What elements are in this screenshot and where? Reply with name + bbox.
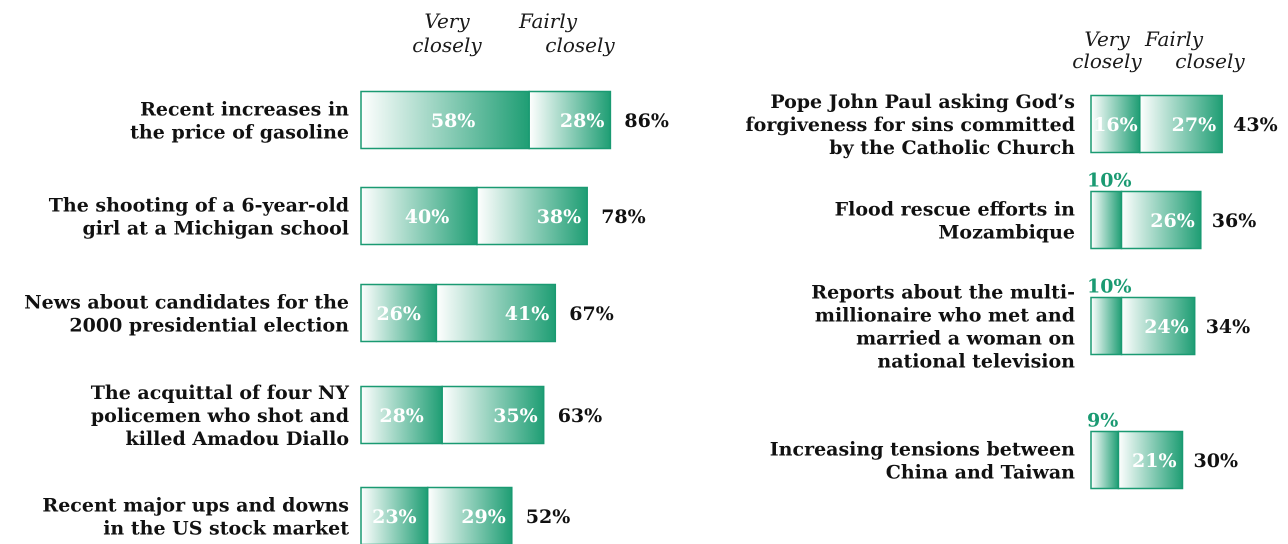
right-category-label: Flood rescue efforts in xyxy=(835,199,1076,221)
left-header-very: Very closely xyxy=(412,9,482,57)
right-bar-very-closely xyxy=(1090,94,1141,154)
right-header-very-line1: Very xyxy=(1084,27,1130,51)
left-bar-very-closely xyxy=(360,283,438,343)
right-bar-very-closely xyxy=(1090,430,1120,490)
left-category-label: girl at a Michigan school xyxy=(83,218,350,240)
left-header-very-line1: Very xyxy=(424,9,470,33)
right-header-very-line2: closely xyxy=(1072,49,1142,73)
left-value-fairly-closely: 29% xyxy=(461,506,506,528)
left-header-fairly-line1: Fairly xyxy=(518,9,578,33)
left-value-fairly-closely: 28% xyxy=(560,110,605,132)
left-bar-fairly-closely xyxy=(476,186,588,246)
right-category-label: national television xyxy=(877,351,1075,373)
right-value-fairly-closely: 26% xyxy=(1150,210,1195,232)
left-header-very-line2: closely xyxy=(412,33,482,57)
right-category-label: Increasing tensions between xyxy=(770,439,1075,461)
right-value-total: 30% xyxy=(1194,450,1239,472)
right-value-fairly-closely: 27% xyxy=(1172,114,1217,136)
left-bar-fairly-closely xyxy=(426,486,513,544)
right-value-total: 36% xyxy=(1212,210,1257,232)
right-category-label: China and Taiwan xyxy=(886,462,1075,484)
right-bar-very-closely xyxy=(1090,190,1123,250)
left-value-fairly-closely: 35% xyxy=(493,405,538,427)
left-value-very-closely: 58% xyxy=(431,110,476,132)
left-category-label: 2000 presidential election xyxy=(69,315,349,337)
left-category-label: Recent major ups and downs xyxy=(42,495,349,517)
right-category-label: Pope John Paul asking God’s xyxy=(770,91,1075,113)
right-bar-fairly-closely xyxy=(1139,94,1223,154)
left-category-label: The shooting of a 6-year-old xyxy=(49,195,349,217)
left-value-very-closely: 28% xyxy=(379,405,424,427)
right-category-label: Mozambique xyxy=(938,222,1075,244)
right-category-label: married a woman on xyxy=(856,328,1075,350)
left-bar-fairly-closely xyxy=(441,385,545,445)
left-category-label: in the US stock market xyxy=(103,518,349,540)
left-value-total: 67% xyxy=(569,303,614,325)
left-value-very-closely: 40% xyxy=(405,206,450,228)
left-bar-very-closely xyxy=(360,90,530,150)
left-category-label: policemen who shot and xyxy=(91,405,349,427)
left-value-fairly-closely: 41% xyxy=(505,303,550,325)
left-bar-very-closely xyxy=(360,385,443,445)
right-bar-fairly-closely xyxy=(1120,190,1202,250)
left-header-fairly: Fairly closely xyxy=(518,9,615,57)
right-bar-very-closely xyxy=(1090,296,1123,356)
left-category-label: Recent increases in xyxy=(140,99,349,121)
left-category-label: The acquittal of four NY xyxy=(91,382,350,404)
left-header-fairly-line2: closely xyxy=(545,33,615,57)
left-value-total: 86% xyxy=(624,110,669,132)
left-value-very-closely: 26% xyxy=(376,303,421,325)
right-value-fairly-closely: 21% xyxy=(1132,450,1177,472)
left-value-total: 52% xyxy=(526,506,571,528)
right-bar-fairly-closely xyxy=(1117,430,1184,490)
right-bar-fairly-closely xyxy=(1120,296,1196,356)
left-bar-fairly-closely xyxy=(435,283,557,343)
right-value-very-closely: 16% xyxy=(1093,114,1138,136)
left-bar-very-closely xyxy=(360,186,478,246)
right-header-fairly-line2: closely xyxy=(1175,49,1245,73)
left-value-fairly-closely: 38% xyxy=(537,206,582,228)
left-category-label: the price of gasoline xyxy=(130,122,349,144)
right-header-very: Very closely xyxy=(1072,27,1142,73)
right-category-label: millionaire who met and xyxy=(815,305,1075,327)
right-value-total: 34% xyxy=(1206,316,1251,338)
right-value-total: 43% xyxy=(1233,114,1278,136)
right-row-3: Reports about the multi-millionaire who … xyxy=(811,276,1250,373)
right-value-very-closely: 10% xyxy=(1087,276,1132,298)
left-value-total: 78% xyxy=(601,206,646,228)
left-category-label: killed Amadou Diallo xyxy=(126,428,349,450)
right-category-label: forgiveness for sins committed xyxy=(745,114,1075,136)
left-category-label: News about candidates for the xyxy=(24,292,349,314)
right-header-fairly-line1: Fairly xyxy=(1144,27,1204,51)
right-category-label: by the Catholic Church xyxy=(829,137,1075,159)
left-bar-fairly-closely xyxy=(528,90,612,150)
right-value-fairly-closely: 24% xyxy=(1144,316,1189,338)
right-value-very-closely: 10% xyxy=(1087,170,1132,192)
right-header-fairly: Fairly closely xyxy=(1144,27,1245,73)
left-value-very-closely: 23% xyxy=(372,506,417,528)
right-category-label: Reports about the multi- xyxy=(811,282,1075,304)
right-value-very-closely: 9% xyxy=(1087,410,1118,432)
left-bar-very-closely xyxy=(360,486,429,544)
left-value-total: 63% xyxy=(558,405,603,427)
